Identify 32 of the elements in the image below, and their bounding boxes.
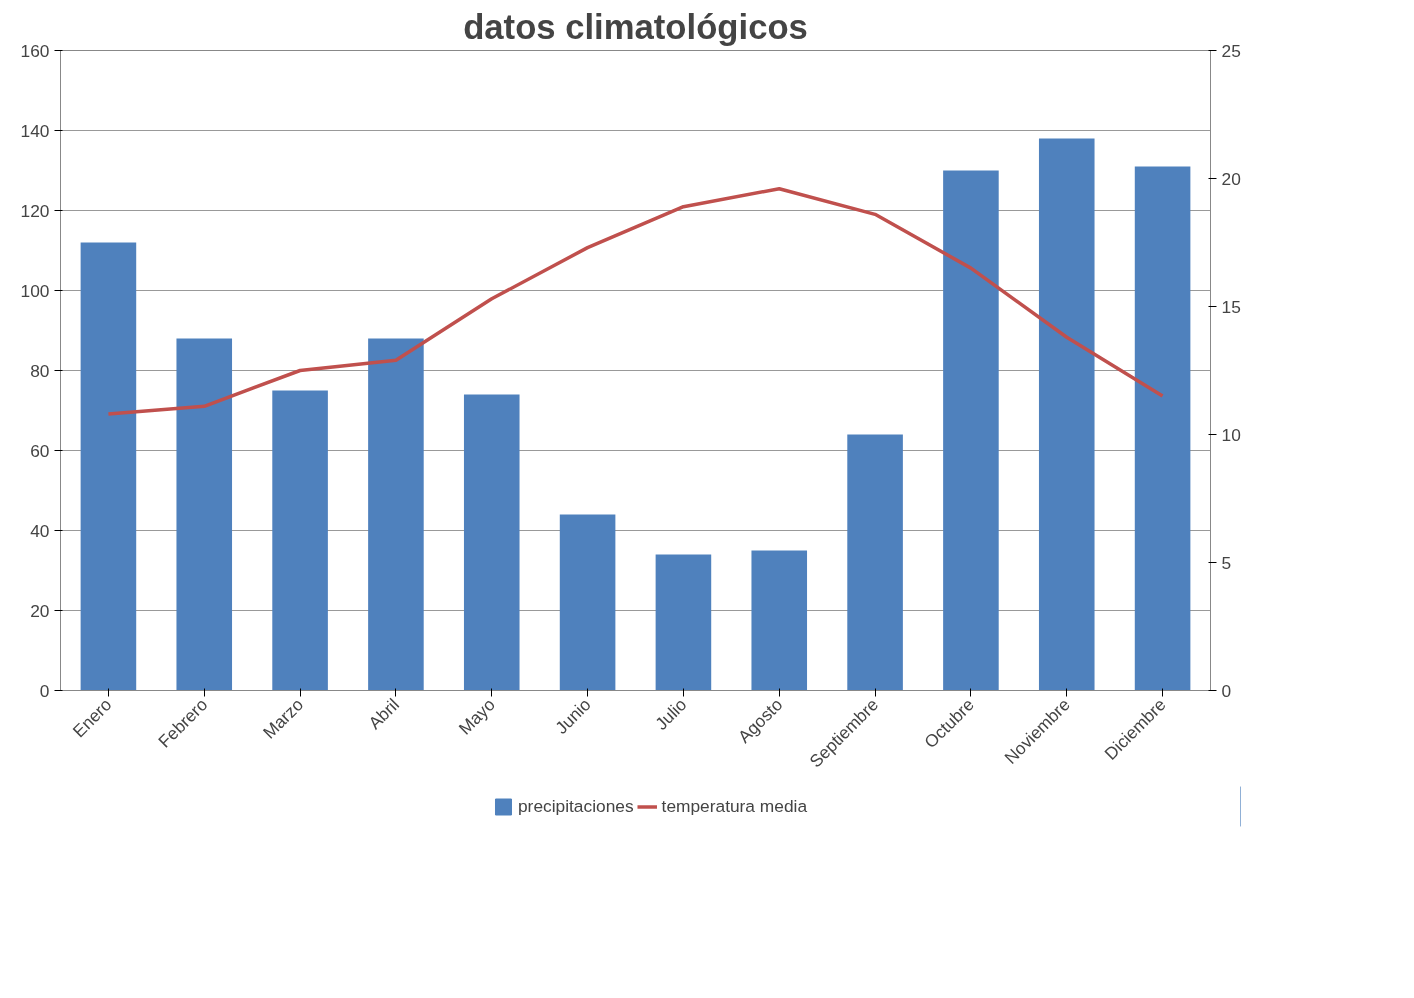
bar xyxy=(1134,166,1191,691)
x-tick-label: Julio xyxy=(651,694,691,734)
y-tick-label: 100 xyxy=(20,280,50,301)
bar xyxy=(847,434,903,691)
y-tick-label: 40 xyxy=(30,520,50,541)
bar xyxy=(368,338,424,691)
y-tick-label: 160 xyxy=(20,40,50,61)
y2-tick-label: 0 xyxy=(1221,680,1232,701)
y-tick-label: 120 xyxy=(20,200,50,221)
y2-tick-label: 25 xyxy=(1221,40,1241,61)
line-series xyxy=(106,186,1165,416)
bar xyxy=(176,338,233,691)
y-tick-label: 140 xyxy=(20,120,50,141)
y-tick-label: 60 xyxy=(30,440,50,461)
y2-tick-label: 10 xyxy=(1221,424,1241,445)
y2-tick-label: 20 xyxy=(1221,168,1241,189)
bar xyxy=(272,390,328,691)
chart-title: datos climatológicos xyxy=(463,7,808,46)
bar xyxy=(943,170,999,691)
y2-tick-label: 15 xyxy=(1221,296,1241,317)
y-tick-label: 80 xyxy=(30,360,50,381)
bar xyxy=(655,554,712,691)
bar xyxy=(1038,138,1095,691)
bar xyxy=(559,514,616,691)
legend-label: precipitaciones xyxy=(517,795,634,817)
bar xyxy=(463,394,520,691)
y-tick-label: 0 xyxy=(39,680,50,701)
y2-tick-label: 5 xyxy=(1221,552,1232,573)
y-tick-label: 20 xyxy=(30,600,50,621)
bar xyxy=(751,550,808,691)
bar xyxy=(80,242,137,691)
legend-label: temperatura media xyxy=(661,795,808,817)
